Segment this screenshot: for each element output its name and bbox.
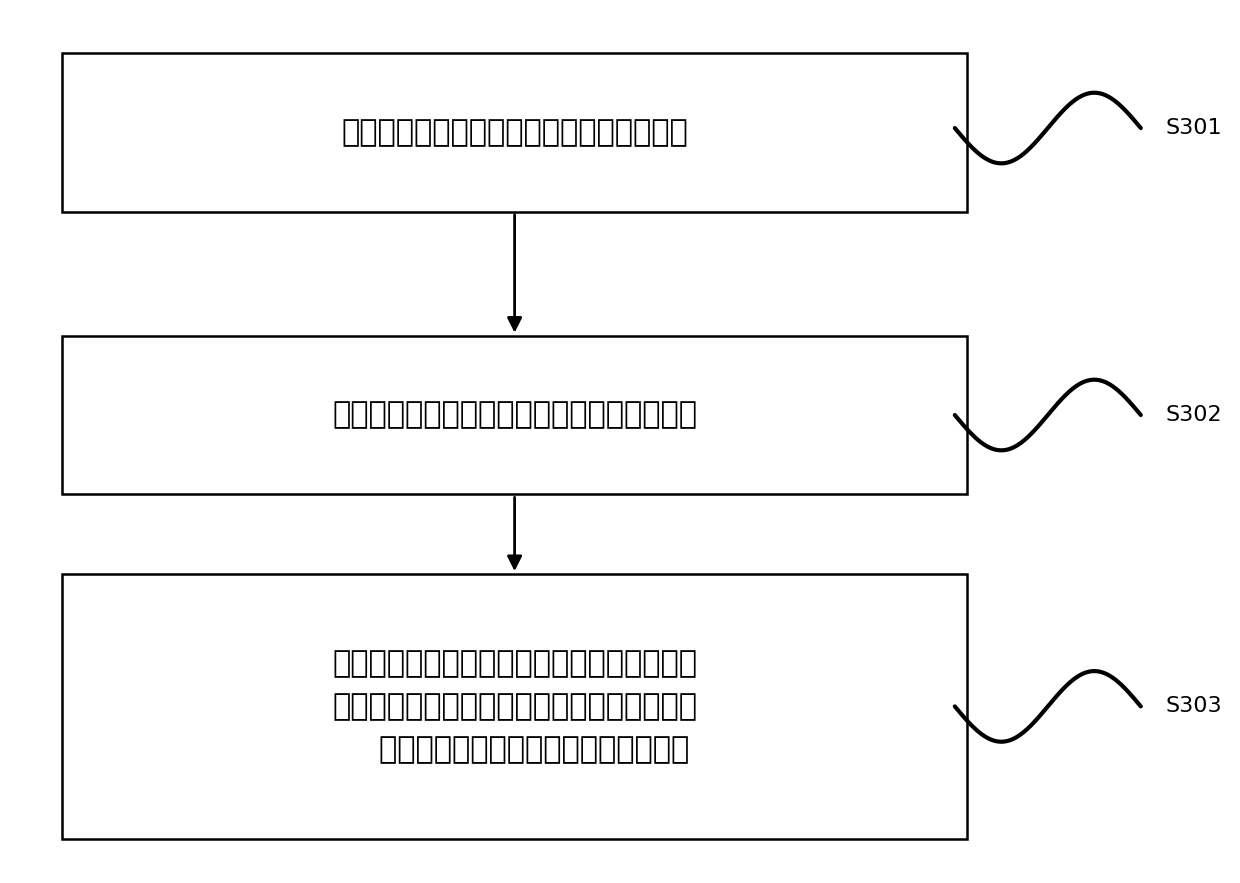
Text: S302: S302 [1166, 405, 1223, 425]
Bar [62, 53, 967, 212]
Text: S303: S303 [1166, 697, 1223, 716]
Text: 获取填充物在三维医学模型中的三维坐标信息: 获取填充物在三维医学模型中的三维坐标信息 [332, 401, 697, 429]
Bar [62, 336, 967, 494]
Text: 在三维医学模型中的器官断连处添加填充物: 在三维医学模型中的器官断连处添加填充物 [341, 118, 688, 147]
Text: S301: S301 [1166, 118, 1223, 138]
Text: 根据填充物在三维医学模型中的三维坐标信息
和填充物的尺寸，确定器官断连处在生成三维
    医学模型的医学图像序列中的映射区域: 根据填充物在三维医学模型中的三维坐标信息 和填充物的尺寸，确定器官断连处在生成三… [332, 649, 697, 764]
Bar [62, 574, 967, 839]
